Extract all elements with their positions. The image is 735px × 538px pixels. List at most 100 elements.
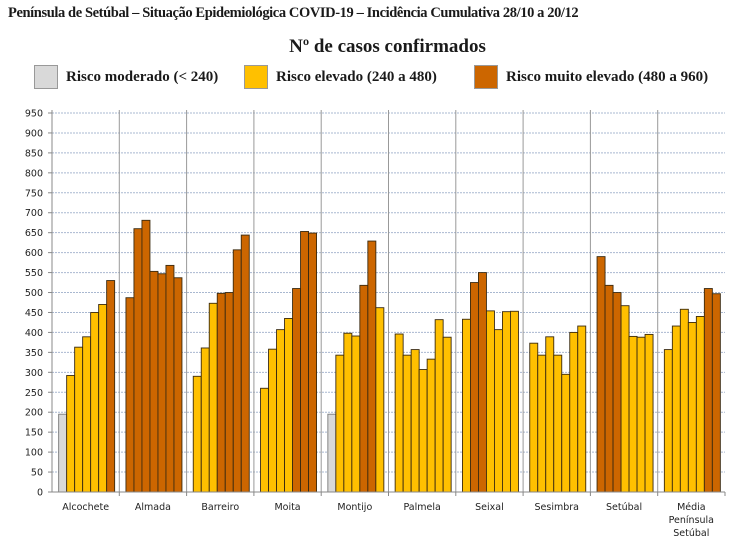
y-tick-label: 400	[25, 328, 43, 339]
bar	[612, 292, 622, 493]
bar	[90, 312, 100, 493]
y-tick-labels: 0 50 100 150 200 250 300 350 400 450 500 550 600 650 7…	[25, 109, 43, 499]
x-category-label: Montijo	[337, 502, 372, 513]
bar	[644, 333, 654, 493]
bar	[375, 307, 385, 493]
y-tick-label: 0	[37, 488, 43, 499]
bar	[620, 305, 630, 493]
bar	[695, 316, 705, 493]
legend-label-moderado: Risco moderado (< 240)	[66, 68, 219, 85]
bar	[510, 310, 519, 493]
bar	[545, 336, 555, 493]
bar	[628, 335, 638, 493]
y-tick-label: 350	[25, 348, 43, 359]
bar	[300, 231, 309, 493]
bar	[260, 387, 269, 493]
x-category-label: Setúbal	[673, 528, 709, 538]
bar	[165, 264, 175, 493]
bar	[240, 234, 250, 493]
bar	[133, 228, 143, 493]
legend-label-elevado: Risco elevado (240 a 480)	[276, 68, 437, 85]
bar	[663, 349, 673, 493]
bar	[711, 293, 721, 493]
legend-item-moderado: Risco moderado (< 240)	[34, 64, 218, 90]
bar	[679, 308, 689, 493]
bar	[569, 331, 579, 493]
bar	[502, 311, 511, 493]
bar	[359, 284, 369, 493]
bar	[208, 302, 218, 493]
y-tick-label: 850	[25, 148, 43, 159]
bar	[442, 336, 452, 493]
y-tick-label: 150	[25, 428, 43, 439]
bar	[537, 354, 547, 493]
axes	[48, 110, 726, 496]
y-tick-label: 650	[25, 228, 43, 239]
bar	[394, 333, 404, 493]
bar	[671, 325, 681, 493]
bar	[553, 354, 563, 493]
y-tick-label: 550	[25, 268, 43, 279]
x-category-label: Barreiro	[201, 502, 239, 513]
bar	[157, 273, 167, 493]
bar	[410, 349, 420, 493]
legend-swatch-muito-elevado	[474, 65, 498, 89]
y-tick-label: 750	[25, 188, 43, 199]
y-tick-label: 900	[25, 128, 43, 139]
x-category-label: Seixal	[475, 502, 504, 513]
x-category-label: Média	[677, 502, 706, 513]
bar	[200, 347, 210, 493]
bar	[529, 342, 539, 493]
bar	[98, 304, 108, 493]
bar	[284, 318, 293, 493]
bar	[561, 373, 571, 493]
y-tick-label: 300	[25, 368, 43, 379]
bar	[604, 284, 614, 493]
bar	[268, 348, 277, 493]
chart-subtitle: Nº de casos confirmados	[289, 36, 486, 57]
bar	[216, 292, 226, 493]
bar	[125, 297, 135, 493]
y-tick-label: 950	[25, 109, 43, 120]
x-category-label: Palmela	[403, 502, 440, 513]
bar	[343, 332, 353, 493]
y-tick-label: 100	[25, 448, 43, 459]
bar	[486, 310, 495, 493]
x-category-label: Almada	[135, 502, 171, 513]
bar	[351, 335, 361, 493]
bar	[462, 318, 471, 493]
bar	[478, 272, 487, 493]
category-separators	[118, 110, 659, 492]
bar	[335, 354, 345, 493]
bar	[426, 358, 436, 493]
bar	[106, 280, 116, 493]
bar	[292, 288, 301, 493]
legend-item-muito-elevado: Risco muito elevado (480 a 960)	[474, 64, 708, 90]
bar	[434, 319, 444, 493]
legend-label-muito-elevado: Risco muito elevado (480 a 960)	[506, 68, 709, 85]
x-category-label: Alcochete	[62, 502, 109, 513]
y-tick-label: 800	[25, 168, 43, 179]
bar	[596, 256, 606, 493]
gridlines	[52, 112, 725, 473]
bar	[66, 375, 76, 493]
y-tick-label: 500	[25, 288, 43, 299]
chart-title: Península de Setúbal – Situação Epidemio…	[8, 5, 579, 21]
bar	[636, 336, 646, 493]
bar	[173, 277, 183, 493]
bar	[276, 329, 285, 493]
legend-swatch-elevado	[244, 65, 268, 89]
bar	[192, 375, 202, 493]
bars	[58, 219, 721, 493]
y-tick-label: 600	[25, 248, 43, 259]
bar	[402, 354, 412, 493]
bar	[577, 325, 587, 493]
bar	[58, 413, 68, 493]
legend-swatch-moderado	[34, 65, 58, 89]
bar	[703, 288, 713, 493]
bar	[308, 232, 317, 493]
bar	[232, 249, 242, 493]
bar	[418, 369, 428, 493]
bar	[224, 292, 234, 493]
x-category-label: Sesimbra	[535, 502, 579, 513]
